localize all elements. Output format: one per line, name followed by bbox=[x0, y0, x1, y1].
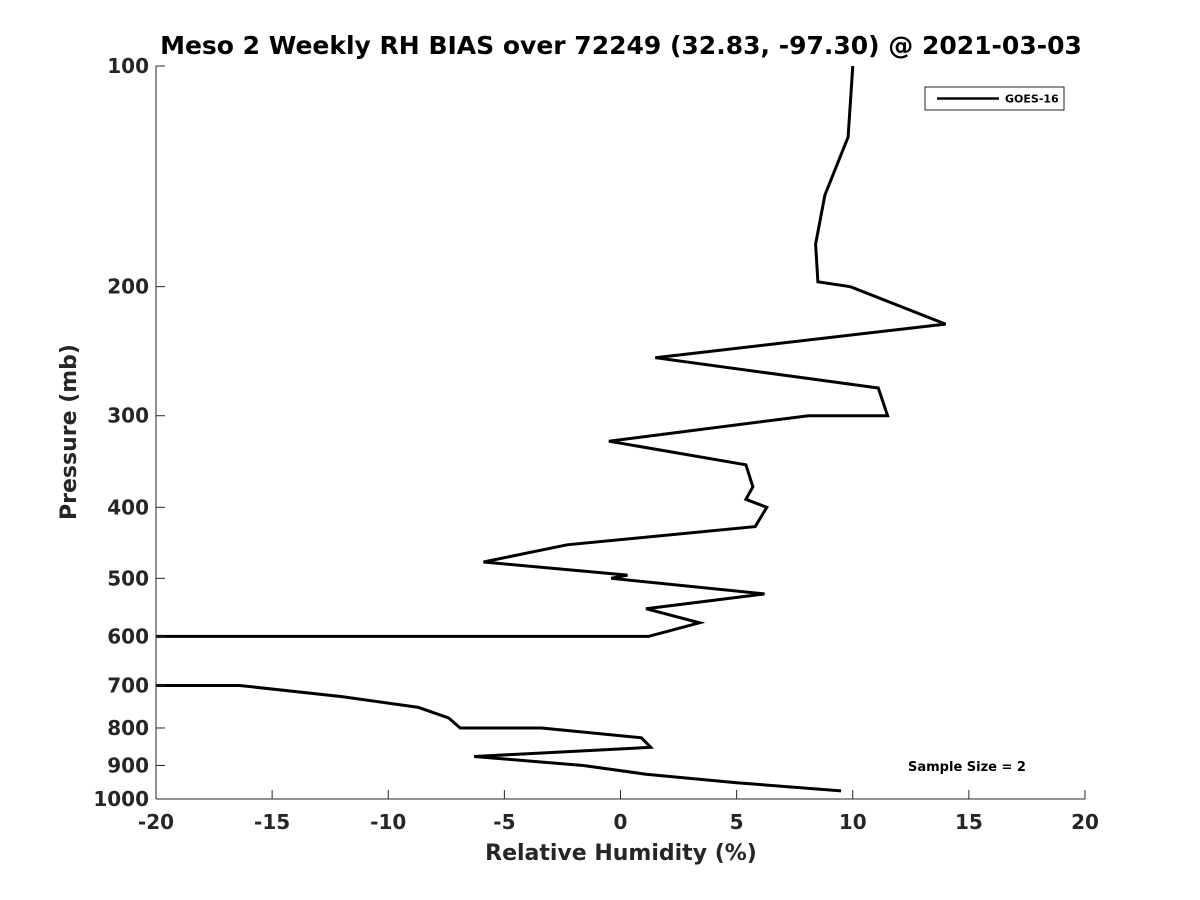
series-layer bbox=[156, 66, 947, 793]
legend: GOES-16 bbox=[924, 86, 1065, 111]
chart-title: Meso 2 Weekly RH BIAS over 72249 (32.83,… bbox=[160, 31, 1082, 60]
plot-area bbox=[156, 66, 1085, 799]
y-tick-label: 100 bbox=[107, 54, 149, 78]
x-tick-label: -20 bbox=[138, 810, 174, 834]
y-tick-label: 500 bbox=[107, 566, 149, 590]
y-tick-label: 600 bbox=[107, 624, 149, 648]
y-tick-label: 1000 bbox=[93, 787, 149, 811]
x-tick-label: -5 bbox=[493, 810, 515, 834]
x-tick-label: 15 bbox=[955, 810, 983, 834]
y-tick-label: 900 bbox=[107, 753, 149, 777]
x-tick-label: -15 bbox=[254, 810, 290, 834]
y-axis-ticks: 100 200 300 400 500 600 700 800 900 1000 bbox=[93, 54, 165, 811]
y-tick-label: 200 bbox=[107, 275, 149, 299]
x-tick-label: -10 bbox=[370, 810, 406, 834]
y-axis-label: Pressure (mb) bbox=[57, 344, 82, 520]
x-tick-label: 0 bbox=[614, 810, 628, 834]
y-tick-label: 300 bbox=[107, 404, 149, 428]
series-line-goes-16 bbox=[156, 66, 947, 793]
sample-size-annotation: Sample Size = 2 bbox=[908, 760, 1026, 775]
x-tick-label: 10 bbox=[839, 810, 867, 834]
x-tick-label: 20 bbox=[1071, 810, 1099, 834]
legend-entry-goes-16: GOES-16 bbox=[1005, 93, 1059, 106]
x-axis-label: Relative Humidity (%) bbox=[485, 841, 757, 866]
y-tick-label: 800 bbox=[107, 716, 149, 740]
y-tick-label: 400 bbox=[107, 495, 149, 519]
y-tick-label: 700 bbox=[107, 673, 149, 697]
x-axis-ticks: -20 -15 -10 -5 0 5 10 15 20 bbox=[138, 790, 1099, 834]
x-tick-label: 5 bbox=[730, 810, 744, 834]
